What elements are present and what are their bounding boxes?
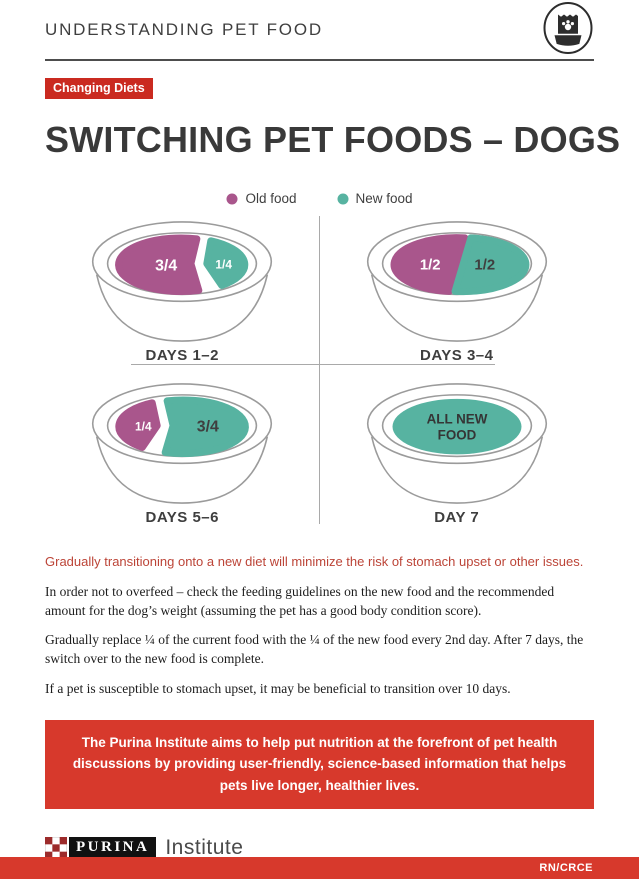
fraction-label: 1/2 bbox=[474, 258, 495, 274]
header-divider bbox=[45, 59, 594, 61]
bowl-caption: DAY 7 bbox=[434, 509, 480, 526]
old-food-dot-icon bbox=[226, 193, 238, 204]
legend-item-new-food: New food bbox=[337, 191, 413, 206]
transition-diagram: 3/4 1/4 DAYS 1–2 1/2 1/2 DAYS 3–4 bbox=[45, 214, 594, 528]
page-header: UNDERSTANDING PET FOOD bbox=[45, 0, 594, 58]
purina-wordmark: PURINA bbox=[69, 836, 157, 859]
paragraph: If a pet is susceptible to stomach upset… bbox=[45, 680, 511, 696]
bowl-days-1-2: 3/4 1/4 DAYS 1–2 bbox=[45, 214, 320, 364]
paragraph: In order not to overfeed – check the fee… bbox=[45, 584, 555, 619]
dog-bowl-icon: 1/2 1/2 bbox=[366, 221, 547, 342]
highlight-text: Gradually transitioning onto a new diet … bbox=[45, 554, 584, 569]
dog-bowl-icon: 1/4 3/4 bbox=[92, 383, 273, 504]
page-title: SWITCHING PET FOODS – DOGS bbox=[45, 119, 621, 160]
bottom-red-bar: RN/CRCE bbox=[0, 857, 639, 879]
bowl-caption: DAYS 1–2 bbox=[145, 347, 219, 364]
bowl-caption: DAYS 3–4 bbox=[420, 347, 494, 364]
all-new-food-label-line2: FOOD bbox=[437, 428, 476, 443]
legend-label-old: Old food bbox=[245, 191, 297, 206]
all-new-food-label-line1: ALL NEW bbox=[426, 412, 487, 427]
fraction-label: 1/4 bbox=[216, 258, 233, 272]
purina-brand-text: PURINA bbox=[76, 839, 150, 856]
pet-food-bag-bowl-icon bbox=[542, 1, 594, 60]
legend-label-new: New food bbox=[355, 191, 413, 206]
new-food-dot-icon bbox=[337, 193, 348, 204]
fraction-label: 3/4 bbox=[155, 258, 177, 275]
document-code: RN/CRCE bbox=[539, 862, 593, 874]
bowl-days-5-6: 1/4 3/4 DAYS 5–6 bbox=[45, 376, 320, 526]
dog-bowl-icon: 3/4 1/4 bbox=[92, 221, 273, 342]
vertical-divider bbox=[319, 216, 320, 524]
bowl-caption: DAYS 5–6 bbox=[145, 509, 219, 526]
purina-checkerboard-icon bbox=[45, 836, 67, 859]
fraction-label: 1/2 bbox=[420, 258, 441, 274]
purina-institute-callout: The Purina Institute aims to help put nu… bbox=[45, 719, 594, 809]
header-title: UNDERSTANDING PET FOOD bbox=[45, 20, 323, 39]
legend: Old food New food bbox=[45, 191, 594, 206]
horizontal-divider bbox=[131, 364, 495, 365]
body-text: In order not to overfeed – check the fee… bbox=[45, 582, 594, 698]
bowl-day-7: ALL NEW FOOD DAY 7 bbox=[320, 376, 595, 526]
section-badge: Changing Diets bbox=[45, 78, 153, 99]
bowl-days-3-4: 1/2 1/2 DAYS 3–4 bbox=[320, 214, 595, 364]
legend-item-old-food: Old food bbox=[226, 191, 297, 206]
fraction-label: 3/4 bbox=[197, 419, 219, 436]
bowl-grid: 3/4 1/4 DAYS 1–2 1/2 1/2 DAYS 3–4 bbox=[45, 214, 594, 526]
fraction-label: 1/4 bbox=[135, 420, 152, 434]
institute-text: Institute bbox=[165, 835, 244, 859]
paragraph: Gradually replace ¼ of the current food … bbox=[45, 632, 584, 667]
dog-bowl-icon: ALL NEW FOOD bbox=[366, 383, 547, 504]
